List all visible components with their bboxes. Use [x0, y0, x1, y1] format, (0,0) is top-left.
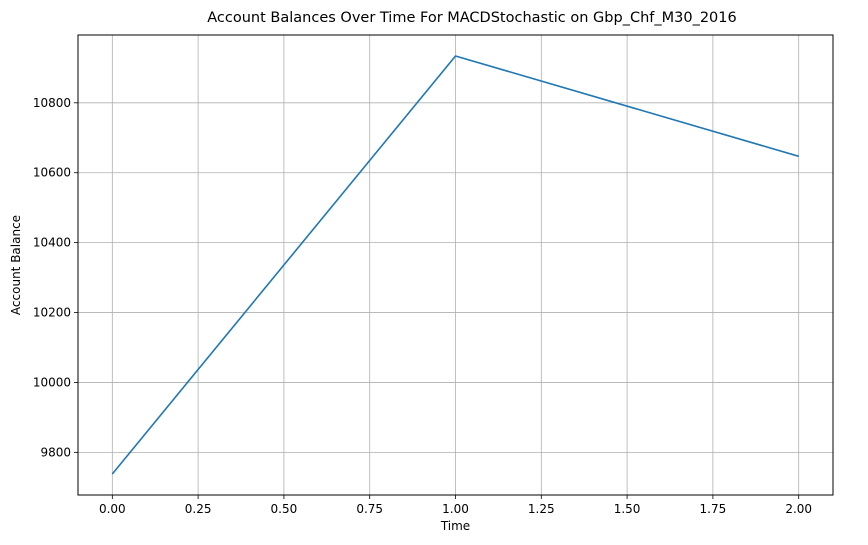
x-axis-label: Time [440, 519, 470, 533]
y-tick-label: 10600 [33, 166, 71, 180]
y-tick-label: 9800 [40, 445, 71, 459]
grid [78, 35, 833, 495]
chart-title: Account Balances Over Time For MACDStoch… [207, 10, 736, 26]
y-tick-label: 10400 [33, 236, 71, 250]
series-layer [111, 55, 799, 475]
y-tick-label: 10200 [33, 306, 71, 320]
y-axis-ticks: 9800 10000 10200 10400 10600 10800 [33, 96, 78, 459]
x-tick-label: 1.25 [528, 502, 555, 516]
x-tick-label: 2.00 [785, 502, 812, 516]
x-tick-label: 0.25 [185, 502, 212, 516]
y-axis-label: Account Balance [9, 215, 23, 315]
x-tick-label: 0.00 [99, 502, 126, 516]
x-tick-label: 1.50 [614, 502, 641, 516]
y-tick-label: 10800 [33, 96, 71, 110]
x-tick-label: 1.75 [700, 502, 727, 516]
x-axis-ticks: 0.00 0.25 0.50 0.75 1.00 1.25 1.50 1.75 2.00 [99, 495, 812, 516]
y-tick-label: 10000 [33, 375, 71, 389]
x-tick-label: 1.00 [442, 502, 469, 516]
series-line-0 [111, 55, 799, 475]
x-tick-label: 0.75 [356, 502, 383, 516]
x-tick-label: 0.50 [271, 502, 298, 516]
